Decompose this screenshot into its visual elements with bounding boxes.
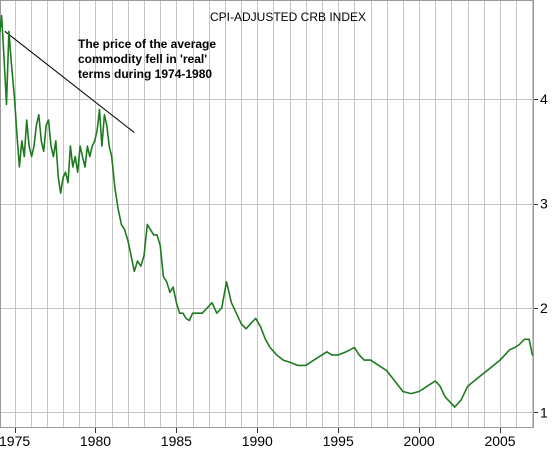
x-tick-label: 1975 (0, 433, 30, 449)
plot-area (0, 0, 534, 428)
y-tick-label: 3 (540, 196, 548, 212)
axes: 1975 1980 1985 1990 1995 2000 2005 1 2 3 4 (0, 91, 548, 449)
trend-line (4, 30, 135, 133)
annotation-text: The price of the average commodity fell i… (78, 37, 216, 81)
y-tick-label: 4 (540, 91, 548, 107)
series-layer (0, 14, 534, 408)
y-tick-label: 2 (540, 300, 548, 316)
gridlines (1, 1, 533, 427)
trend-annotation (4, 30, 135, 133)
x-tick-label: 2005 (484, 433, 515, 449)
x-tick-label: 1980 (80, 433, 111, 449)
x-tick-label: 1990 (242, 433, 273, 449)
x-tick-label: 1985 (161, 433, 192, 449)
x-tick-label: 2000 (404, 433, 435, 449)
series-line (0, 14, 534, 408)
annotation-line: terms during 1974-1980 (78, 67, 212, 81)
chart-title: CPI-ADJUSTED CRB INDEX (210, 10, 366, 24)
annotation-line: The price of the average (78, 37, 216, 51)
y-tick-label: 1 (540, 404, 548, 420)
x-tick-label: 1995 (323, 433, 354, 449)
plot-background (0, 0, 534, 428)
annotation-line: commodity fell in 'real' (78, 52, 207, 66)
